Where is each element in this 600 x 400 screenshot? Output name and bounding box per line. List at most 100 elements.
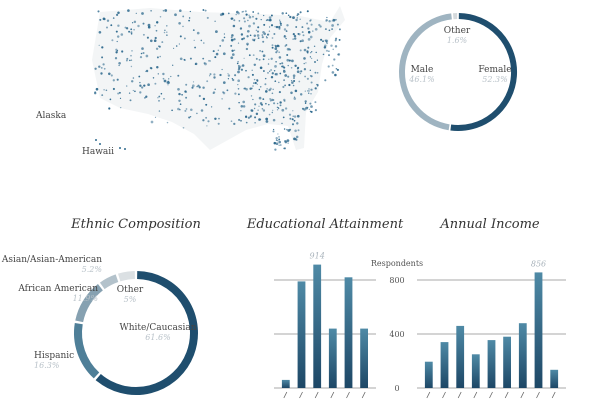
map-dot	[278, 138, 281, 141]
map-dot	[296, 122, 299, 125]
map-dot	[310, 81, 313, 84]
map-dot	[303, 62, 305, 65]
map-dot	[230, 120, 233, 123]
map-dot	[110, 74, 113, 77]
map-dot	[291, 81, 294, 84]
map-dot	[202, 57, 205, 60]
map-dot	[255, 29, 258, 32]
map-dot	[335, 18, 337, 21]
map-dot	[252, 98, 254, 101]
map-dot	[291, 59, 294, 63]
map-dot	[168, 78, 170, 80]
map-dot	[284, 84, 286, 87]
map-dot	[157, 73, 159, 75]
map-dot	[252, 22, 256, 25]
map-dot	[219, 13, 223, 17]
hawaii-label: Hawaii	[82, 147, 114, 157]
map-dot	[253, 107, 256, 110]
map-dot	[237, 87, 240, 90]
map-dot	[271, 37, 274, 39]
map-dot	[274, 65, 277, 68]
map-dot	[252, 15, 254, 18]
x-tick-mark	[520, 391, 525, 399]
map-dot	[300, 70, 303, 73]
map-dot	[304, 90, 306, 92]
map-dot	[279, 101, 282, 104]
map-dot	[189, 10, 191, 13]
map-dot	[257, 26, 260, 29]
map-dot	[326, 42, 328, 44]
map-dot	[222, 81, 226, 84]
map-dot	[258, 58, 261, 61]
map-dot	[334, 73, 337, 77]
map-dot	[275, 60, 277, 63]
map-dot	[299, 72, 302, 75]
map-dot	[185, 91, 188, 93]
map-dot	[248, 54, 251, 57]
map-dot	[259, 50, 261, 52]
map-dot	[278, 26, 281, 29]
map-dot	[206, 16, 209, 19]
map-dot	[279, 104, 282, 107]
x-tick-mark	[457, 391, 462, 399]
map-dot	[267, 63, 270, 65]
map-dot	[252, 11, 255, 13]
map-dot	[130, 59, 133, 61]
map-dot	[278, 51, 281, 54]
map-dot	[184, 59, 186, 61]
slice-label: Hispanic	[34, 351, 74, 361]
map-dot	[274, 148, 277, 151]
map-dot	[237, 68, 241, 71]
map-dot	[230, 38, 234, 42]
map-dot	[138, 75, 141, 78]
map-dot	[184, 109, 187, 112]
map-dot	[179, 57, 183, 61]
map-dot	[335, 67, 338, 70]
map-dot	[286, 128, 288, 131]
bar	[424, 361, 433, 388]
map-dot	[143, 84, 146, 87]
map-dot	[325, 19, 328, 22]
bar	[328, 328, 337, 388]
map-dot	[116, 35, 120, 38]
map-dot	[217, 49, 220, 52]
us-map-outline	[92, 6, 345, 150]
slice-value-label: 5%	[124, 295, 137, 304]
map-dot	[304, 100, 307, 103]
map-dot	[277, 133, 279, 135]
x-tick-mark	[442, 391, 446, 399]
slice-label: Male	[411, 65, 434, 75]
map-dot	[293, 119, 296, 122]
map-dot	[99, 143, 101, 145]
map-dot	[162, 77, 165, 80]
map-dot	[301, 26, 304, 29]
map-dot	[288, 59, 291, 62]
map-dot	[324, 28, 327, 31]
map-dot	[328, 29, 331, 32]
map-dot	[163, 31, 166, 34]
map-dot	[316, 71, 319, 74]
map-dot	[304, 75, 306, 78]
map-dot	[281, 65, 284, 68]
map-dot	[304, 102, 307, 105]
map-dot	[116, 78, 119, 81]
map-dot	[254, 81, 257, 85]
map-dot	[130, 65, 133, 68]
map-dot	[268, 16, 272, 19]
map-dot	[314, 109, 317, 112]
map-dot	[254, 103, 257, 106]
map-dot	[182, 25, 184, 28]
map-dot	[192, 29, 195, 31]
bar	[534, 272, 543, 388]
map-dot	[273, 33, 276, 35]
map-dot	[215, 52, 219, 56]
map-dot	[179, 35, 182, 38]
slice-label: Other	[117, 285, 144, 295]
map-dot	[244, 115, 248, 119]
map-dot	[147, 25, 151, 29]
ethnic-chart-title: Ethnic Composition	[70, 217, 201, 232]
map-dot	[308, 90, 310, 92]
map-dot	[236, 62, 239, 65]
